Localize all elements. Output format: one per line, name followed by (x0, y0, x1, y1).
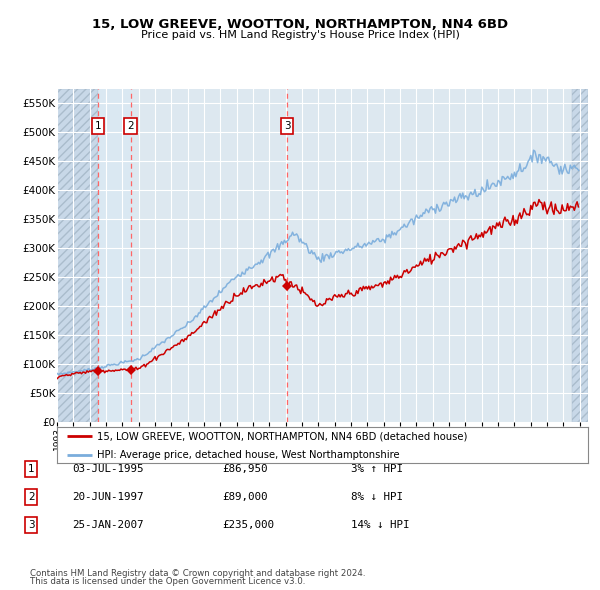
Bar (98, 88, 131, 422)
Text: 3: 3 (284, 121, 290, 131)
Text: £235,000: £235,000 (222, 520, 274, 530)
Bar (572, 88, 588, 422)
Text: Price paid vs. HM Land Registry's House Price Index (HPI): Price paid vs. HM Land Registry's House … (140, 30, 460, 40)
Text: 20-JUN-1997: 20-JUN-1997 (72, 492, 143, 502)
Text: 2: 2 (28, 492, 35, 502)
Text: Contains HM Land Registry data © Crown copyright and database right 2024.: Contains HM Land Registry data © Crown c… (30, 569, 365, 578)
Text: 3% ↑ HPI: 3% ↑ HPI (351, 464, 403, 474)
Text: £86,950: £86,950 (222, 464, 268, 474)
Text: 1: 1 (95, 121, 101, 131)
Bar (57, 88, 98, 422)
Text: HPI: Average price, detached house, West Northamptonshire: HPI: Average price, detached house, West… (97, 450, 400, 460)
Text: 15, LOW GREEVE, WOOTTON, NORTHAMPTON, NN4 6BD (detached house): 15, LOW GREEVE, WOOTTON, NORTHAMPTON, NN… (97, 431, 467, 441)
Text: 1: 1 (28, 464, 35, 474)
Text: 3: 3 (28, 520, 35, 530)
Text: £89,000: £89,000 (222, 492, 268, 502)
Text: This data is licensed under the Open Government Licence v3.0.: This data is licensed under the Open Gov… (30, 577, 305, 586)
Text: 2: 2 (127, 121, 134, 131)
Text: 25-JAN-2007: 25-JAN-2007 (72, 520, 143, 530)
Text: 03-JUL-1995: 03-JUL-1995 (72, 464, 143, 474)
Text: 15, LOW GREEVE, WOOTTON, NORTHAMPTON, NN4 6BD: 15, LOW GREEVE, WOOTTON, NORTHAMPTON, NN… (92, 18, 508, 31)
Text: 14% ↓ HPI: 14% ↓ HPI (351, 520, 409, 530)
Text: 8% ↓ HPI: 8% ↓ HPI (351, 492, 403, 502)
